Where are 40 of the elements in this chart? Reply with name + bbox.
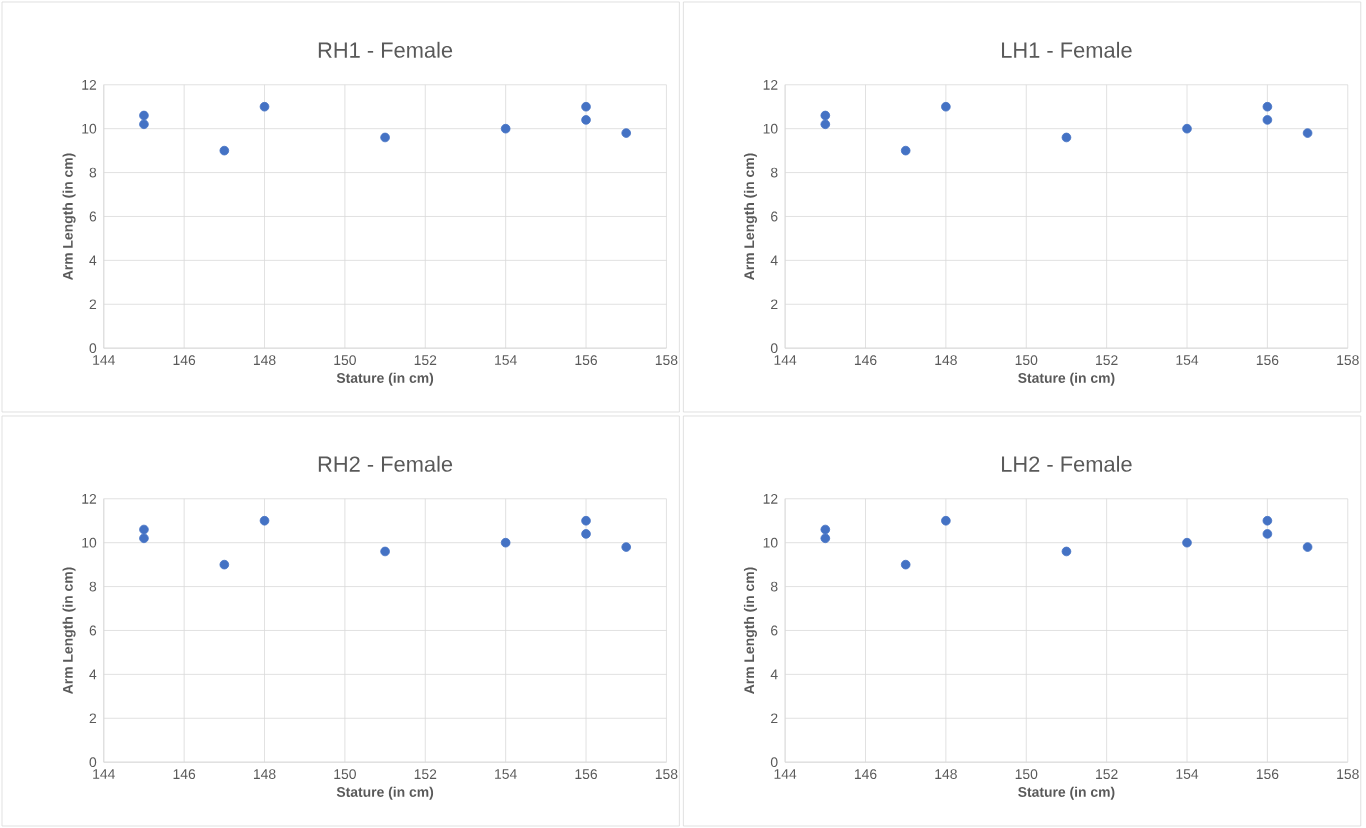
point — [1182, 123, 1192, 134]
point — [581, 515, 591, 526]
chart-title: RH2 - Female — [318, 455, 453, 472]
point — [820, 533, 831, 544]
point — [900, 145, 911, 156]
point — [139, 110, 149, 121]
point — [581, 115, 591, 125]
point — [259, 515, 270, 526]
point — [1061, 546, 1072, 557]
point — [621, 542, 632, 552]
point — [380, 132, 390, 143]
point — [500, 537, 511, 548]
point — [1061, 132, 1072, 143]
point — [219, 145, 230, 156]
point — [139, 524, 149, 535]
point — [621, 128, 632, 138]
point — [1262, 101, 1273, 112]
point — [581, 529, 591, 539]
point — [139, 533, 149, 544]
point — [820, 110, 831, 121]
point — [500, 123, 511, 134]
point — [259, 101, 270, 112]
point — [1262, 529, 1273, 539]
point — [820, 524, 831, 535]
point — [219, 559, 230, 570]
chart-title: RH1 - Female — [318, 41, 453, 58]
point — [1262, 115, 1273, 125]
point — [941, 515, 951, 526]
point — [941, 101, 951, 112]
point — [1302, 542, 1313, 552]
chart-title: LH2 - Female — [1002, 455, 1132, 472]
chart-title: LH1 - Female — [1002, 41, 1132, 58]
point — [139, 119, 149, 130]
point — [380, 546, 390, 557]
point — [1302, 128, 1313, 138]
point — [1262, 515, 1273, 526]
point — [1182, 537, 1192, 548]
point — [581, 101, 591, 112]
point — [900, 559, 911, 570]
point — [820, 119, 831, 130]
